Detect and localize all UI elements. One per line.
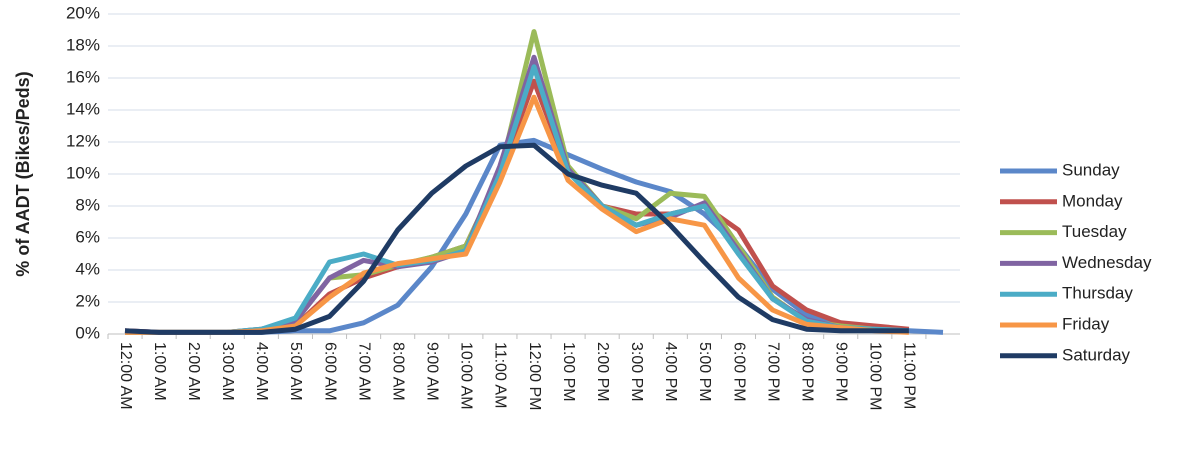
x-tick-label: 4:00 PM [662, 342, 679, 402]
legend-label: Friday [1062, 314, 1110, 333]
y-tick-label: 18% [66, 35, 100, 54]
x-tick-label: 2:00 AM [185, 342, 202, 401]
x-tick-label: 3:00 AM [219, 342, 236, 401]
x-tick-label: 6:00 PM [730, 342, 747, 402]
x-tick-label: 10:00 PM [867, 342, 884, 410]
legend-label: Sunday [1062, 160, 1120, 179]
x-tick-label: 8:00 AM [389, 342, 406, 401]
y-tick-label: 0% [75, 323, 100, 342]
y-tick-label: 6% [75, 227, 100, 246]
x-tick-label: 1:00 PM [560, 342, 577, 402]
y-tick-label: 8% [75, 195, 100, 214]
y-axis-title: % of AADT (Bikes/Peds) [13, 71, 33, 276]
y-tick-label: 16% [66, 67, 100, 86]
x-tick-label: 4:00 AM [253, 342, 270, 401]
x-tick-label: 5:00 PM [696, 342, 713, 402]
x-tick-label: 3:00 PM [628, 342, 645, 402]
x-tick-label: 11:00 PM [901, 342, 918, 409]
x-tick-label: 9:00 AM [424, 342, 441, 401]
x-tick-label: 12:00 PM [526, 342, 543, 410]
y-tick-label: 4% [75, 259, 100, 278]
series-line [124, 137, 944, 335]
x-tick-label: 1:00 AM [151, 342, 168, 401]
x-tick-label: 2:00 PM [594, 342, 611, 402]
x-tick-label: 5:00 AM [287, 342, 304, 401]
legend-label: Tuesday [1062, 222, 1127, 241]
legend-label: Thursday [1062, 284, 1133, 303]
x-tick-label: 12:00 AM [117, 342, 134, 410]
legend-label: Saturday [1062, 345, 1131, 364]
x-tick-label: 6:00 AM [321, 342, 338, 401]
x-tick-label: 8:00 PM [798, 342, 815, 402]
legend-label: Wednesday [1062, 253, 1152, 272]
legend-label: Monday [1062, 191, 1123, 210]
series-line [124, 142, 909, 335]
x-tick-label: 9:00 PM [832, 342, 849, 402]
series-line [125, 29, 910, 335]
x-tick-label: 10:00 AM [458, 342, 475, 410]
y-tick-label: 20% [66, 3, 100, 22]
y-tick-label: 12% [66, 131, 100, 150]
x-tick-label: 7:00 AM [355, 342, 372, 401]
y-tick-label: 10% [66, 163, 100, 182]
x-tick-label: 7:00 PM [764, 342, 781, 402]
y-tick-label: 14% [66, 99, 100, 118]
x-tick-label: 11:00 AM [492, 342, 509, 408]
y-tick-label: 2% [75, 291, 100, 310]
